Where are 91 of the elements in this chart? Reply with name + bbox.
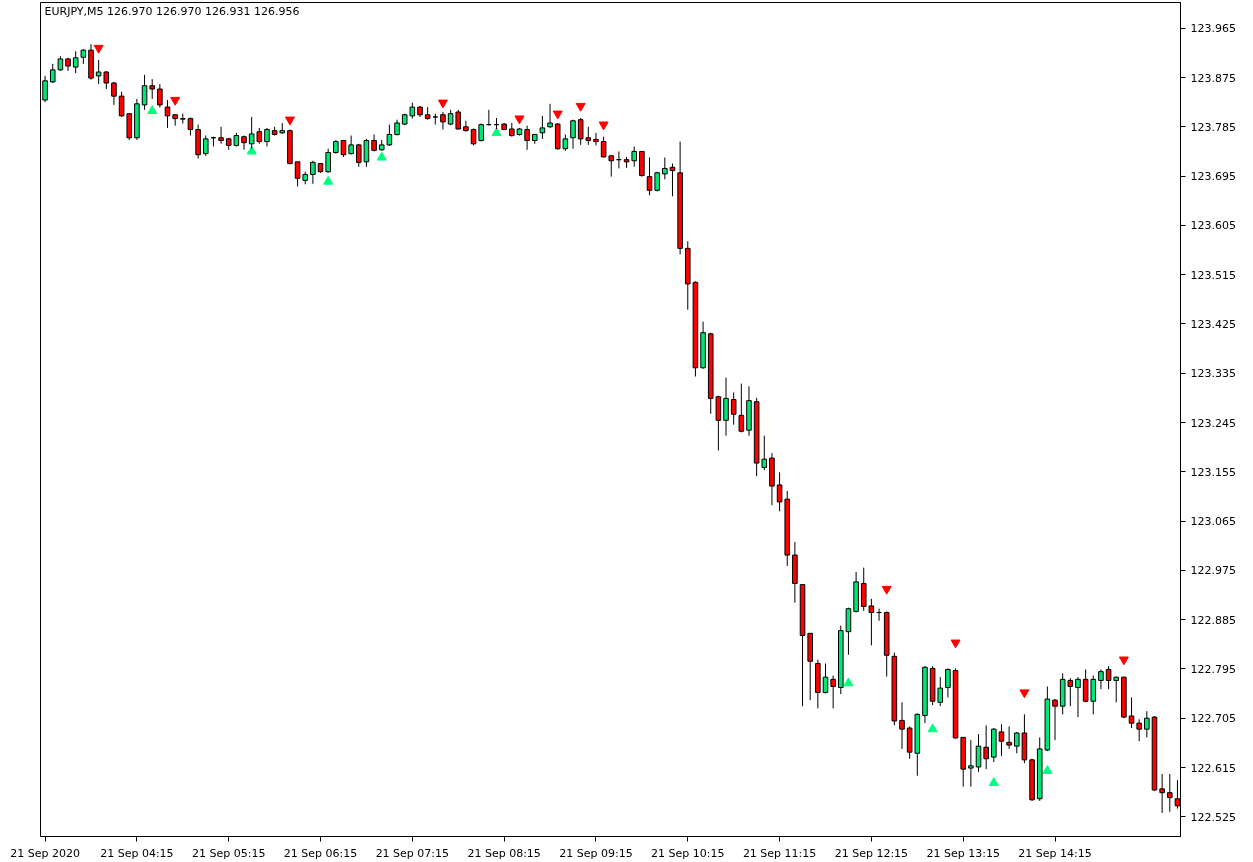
candlestick xyxy=(975,733,982,773)
candlestick xyxy=(149,78,155,100)
candlestick xyxy=(1136,718,1142,742)
candlestick xyxy=(1052,698,1058,741)
x-tick-label: 21 Sep 07:15 xyxy=(375,846,450,860)
candlestick xyxy=(593,132,599,146)
x-tick-label: 21 Sep 2020 xyxy=(10,846,80,860)
y-tick-label: 123.965 xyxy=(1190,22,1236,36)
y-tick-label: 122.885 xyxy=(1190,613,1236,627)
candlestick xyxy=(164,99,171,129)
point xyxy=(437,99,448,109)
candlestick xyxy=(141,74,148,111)
candlestick xyxy=(738,383,745,433)
candlestick xyxy=(983,724,989,770)
y-tick-label: 123.335 xyxy=(1190,367,1236,381)
candlestick xyxy=(1006,725,1012,750)
y-tick-label: 122.795 xyxy=(1190,662,1236,676)
y-tick-label: 123.875 xyxy=(1190,71,1236,85)
point xyxy=(93,44,104,54)
candlestick xyxy=(440,111,446,131)
candlestick xyxy=(348,135,354,156)
y-tick-label: 123.065 xyxy=(1190,515,1236,529)
candlestick xyxy=(524,125,530,151)
y-tick-label: 122.975 xyxy=(1190,564,1236,578)
y-tick-label: 123.605 xyxy=(1190,219,1236,233)
point xyxy=(843,677,854,687)
candlestick xyxy=(72,50,79,74)
candlestick xyxy=(1166,773,1173,813)
y-tick-label: 123.245 xyxy=(1190,416,1236,430)
y-tick-label: 122.615 xyxy=(1190,761,1236,775)
y-tick-label: 123.515 xyxy=(1190,268,1236,282)
point xyxy=(988,777,999,786)
x-tick-label: 21 Sep 13:15 xyxy=(926,846,1000,860)
candlestick xyxy=(1159,773,1165,814)
candlestick xyxy=(1144,710,1150,738)
x-tick-label: 21 Sep 11:15 xyxy=(742,846,817,860)
point xyxy=(1118,656,1129,666)
candlestick xyxy=(218,126,224,145)
point xyxy=(147,105,158,115)
y-tick-label: 123.425 xyxy=(1190,317,1236,331)
point xyxy=(1042,765,1053,774)
candlestick xyxy=(241,135,247,151)
chart-title: EURJPY,M5 126.970 126.970 126.931 126.956 xyxy=(44,4,300,18)
candlestick xyxy=(570,119,576,150)
candlestick xyxy=(539,115,546,140)
candlestick xyxy=(899,701,905,750)
candlestick xyxy=(662,156,668,180)
point xyxy=(881,585,892,595)
candlestick xyxy=(202,135,209,157)
y-tick-label: 123.785 xyxy=(1190,120,1236,134)
x-tick-label: 21 Sep 09:15 xyxy=(559,846,633,860)
candlestick xyxy=(157,83,163,109)
point xyxy=(598,121,609,131)
candlestick xyxy=(845,607,852,656)
candlestick xyxy=(310,160,316,185)
point xyxy=(575,102,586,112)
y-tick-label: 123.695 xyxy=(1190,170,1236,184)
x-tick-label: 21 Sep 12:15 xyxy=(834,846,909,860)
point xyxy=(1019,689,1030,699)
point xyxy=(552,110,563,120)
candlestick xyxy=(264,127,270,148)
candlestick xyxy=(968,739,974,788)
x-tick-label: 21 Sep 04:15 xyxy=(100,846,174,860)
y-tick-label: 123.155 xyxy=(1190,465,1236,479)
candlestick xyxy=(830,675,836,709)
candlestick xyxy=(1098,668,1104,690)
point xyxy=(927,723,938,733)
y-tick-label: 122.525 xyxy=(1190,810,1236,824)
candlestick xyxy=(1128,696,1135,729)
x-tick-label: 21 Sep 10:15 xyxy=(651,846,725,860)
candlestick xyxy=(723,377,729,437)
x-tick-label: 21 Sep 05:15 xyxy=(192,846,266,860)
candlestick xyxy=(1075,676,1081,718)
candlestick xyxy=(187,117,194,137)
candlestick xyxy=(386,124,393,147)
candlestick xyxy=(822,662,829,695)
candlestick xyxy=(945,667,951,698)
candlestick xyxy=(463,120,469,133)
candlestick xyxy=(998,723,1005,757)
candlestick xyxy=(730,391,737,426)
y-tick-label: 122.705 xyxy=(1190,712,1236,726)
point xyxy=(514,115,525,125)
point xyxy=(950,639,961,649)
x-tick-label: 21 Sep 08:15 xyxy=(467,846,541,860)
point xyxy=(284,116,295,126)
candlestick xyxy=(547,103,553,129)
point xyxy=(170,96,181,106)
candlestick xyxy=(325,148,331,174)
x-tick-label: 21 Sep 14:15 xyxy=(1018,846,1092,860)
x-tick-label: 21 Sep 06:15 xyxy=(283,846,358,860)
candlestick xyxy=(646,156,653,196)
